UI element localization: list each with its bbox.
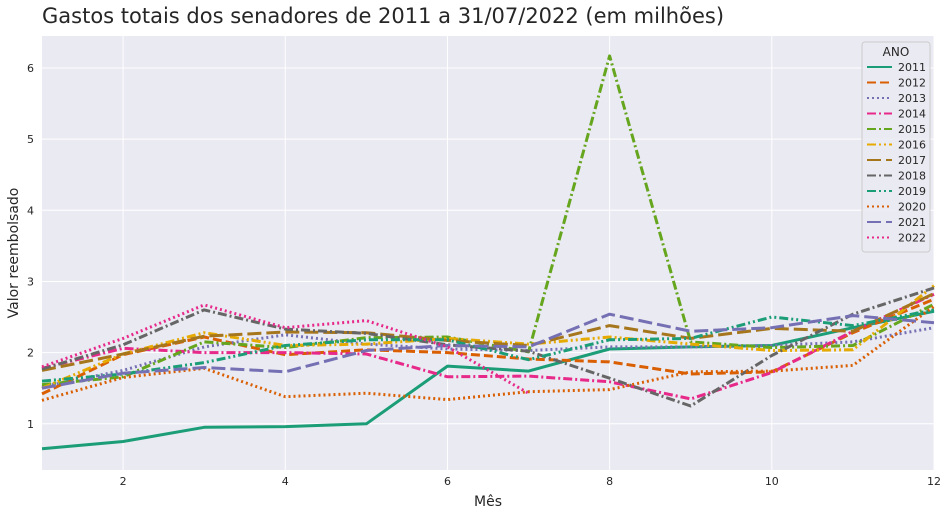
grid-lines xyxy=(42,36,935,470)
plot-area xyxy=(42,36,934,470)
series-line-2020 xyxy=(41,305,935,402)
y-tick-label: 4 xyxy=(27,204,34,217)
legend-entry: 2014 xyxy=(898,108,926,121)
y-tick-label: 5 xyxy=(27,133,34,146)
x-tick-label: 12 xyxy=(927,475,941,488)
legend-entry: 2016 xyxy=(898,139,926,152)
legend-box xyxy=(861,41,931,253)
y-tick-label: 1 xyxy=(27,418,34,431)
y-tick-label: 3 xyxy=(27,275,34,288)
y-tick-label: 6 xyxy=(27,62,34,75)
legend-title: ANO xyxy=(883,45,910,59)
series-line-2018 xyxy=(41,286,935,408)
chart-title: Gastos totais dos senadores de 2011 a 31… xyxy=(42,4,725,28)
series-line-2021 xyxy=(41,312,935,390)
legend-entry: 2018 xyxy=(898,170,926,183)
legend-entry: 2017 xyxy=(898,154,926,167)
series-line-2016 xyxy=(41,284,935,390)
legend-entry: 2019 xyxy=(898,185,926,198)
legend-entry: 2020 xyxy=(898,201,926,214)
legend-entry: 2021 xyxy=(898,216,926,229)
legend: ANO 2011 2012 2013 2014 2015 2016 2017 2018 2019 2… xyxy=(861,41,931,253)
legend-entry: 2022 xyxy=(898,232,926,245)
legend-entry: 2015 xyxy=(898,123,926,136)
series-line-2022 xyxy=(41,303,530,395)
x-tick-label: 4 xyxy=(282,475,289,488)
x-axis-label: Mês xyxy=(474,494,502,510)
series-line-2017 xyxy=(41,292,935,372)
y-tick-label: 2 xyxy=(27,347,34,360)
x-tick-label: 6 xyxy=(444,475,451,488)
series-line-2019 xyxy=(41,308,935,383)
series-lines xyxy=(41,54,935,451)
legend-entry: 2013 xyxy=(898,92,926,105)
legend-entry: 2012 xyxy=(898,77,926,90)
x-tick-label: 2 xyxy=(120,475,127,488)
series-line-2014 xyxy=(41,292,935,401)
x-tick-label: 8 xyxy=(606,475,613,488)
legend-entry: 2011 xyxy=(898,61,926,74)
x-tick-label: 10 xyxy=(765,475,779,488)
y-axis-label: Valor reembolsado xyxy=(6,188,22,319)
